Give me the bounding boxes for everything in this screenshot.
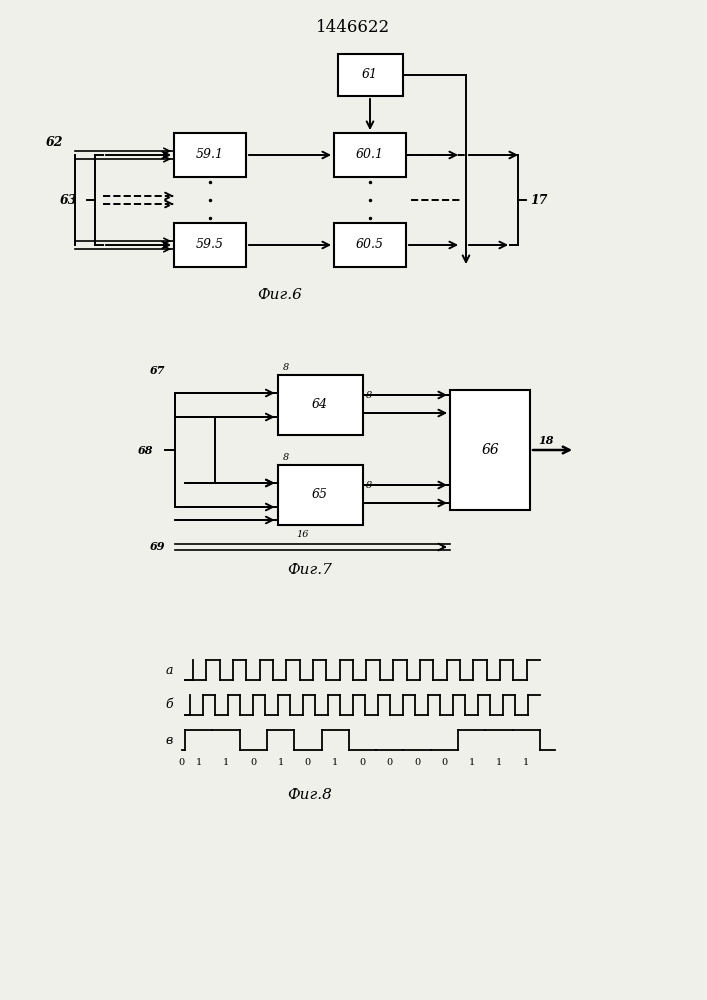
Text: 0: 0 — [387, 758, 393, 767]
Text: 59.5: 59.5 — [196, 238, 224, 251]
Text: Фиг.6: Фиг.6 — [257, 288, 303, 302]
Text: 59.1: 59.1 — [196, 148, 224, 161]
Bar — [334, 133, 406, 177]
Text: 8: 8 — [283, 453, 288, 462]
Text: 1: 1 — [223, 758, 229, 767]
Text: 1446622: 1446622 — [316, 19, 390, 36]
Text: 1: 1 — [523, 758, 530, 767]
Text: Фиг.8: Фиг.8 — [288, 788, 332, 802]
Text: 64: 64 — [312, 398, 328, 412]
Text: 63: 63 — [59, 194, 77, 207]
Bar — [450, 390, 530, 510]
Bar — [278, 465, 363, 525]
Text: 62: 62 — [45, 136, 63, 149]
Text: 1: 1 — [277, 758, 284, 767]
Text: 66: 66 — [481, 443, 499, 457]
Text: 0: 0 — [414, 758, 420, 767]
Bar — [334, 223, 406, 267]
Text: 0: 0 — [305, 758, 311, 767]
Text: 61: 61 — [362, 68, 378, 82]
Text: 8: 8 — [283, 363, 288, 372]
Text: 17: 17 — [530, 194, 547, 207]
Text: 8: 8 — [366, 481, 372, 489]
Text: 69: 69 — [150, 542, 165, 552]
Text: 16: 16 — [296, 530, 309, 539]
Text: 68: 68 — [137, 444, 153, 456]
Text: 0: 0 — [178, 758, 184, 767]
Text: 0: 0 — [441, 758, 448, 767]
Text: 0: 0 — [250, 758, 257, 767]
Text: б: б — [165, 698, 173, 712]
Text: 60.1: 60.1 — [356, 148, 384, 161]
Text: 67: 67 — [150, 364, 165, 375]
Text: 1: 1 — [196, 758, 201, 767]
Text: 60.5: 60.5 — [356, 238, 384, 251]
Text: 0: 0 — [359, 758, 366, 767]
Text: Фиг.7: Фиг.7 — [288, 563, 332, 577]
Text: 65: 65 — [312, 488, 328, 502]
Bar — [278, 375, 363, 435]
Text: 1: 1 — [496, 758, 502, 767]
Bar — [174, 133, 246, 177]
Text: 8: 8 — [366, 390, 372, 399]
Text: 1: 1 — [332, 758, 339, 767]
Text: 1: 1 — [469, 758, 475, 767]
Text: в: в — [165, 734, 173, 746]
Bar — [174, 223, 246, 267]
Text: а: а — [165, 664, 173, 676]
Bar — [337, 54, 402, 96]
Text: 18: 18 — [538, 434, 554, 446]
